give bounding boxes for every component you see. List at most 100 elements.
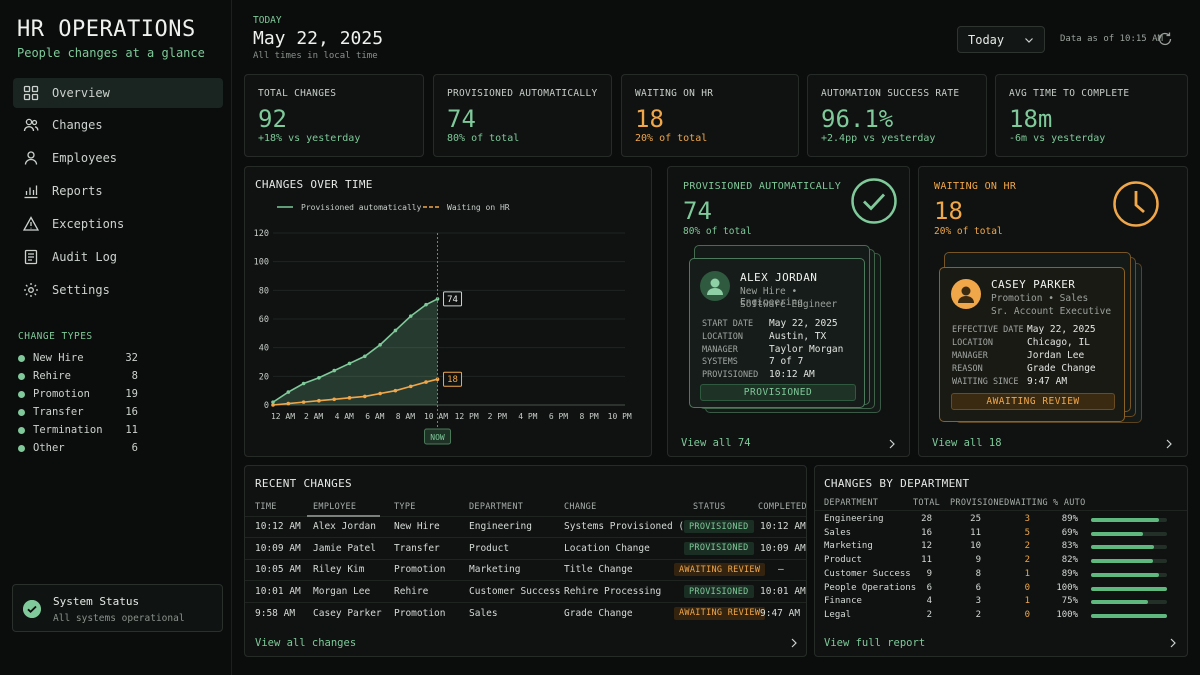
change-type-promotion[interactable]: Promotion 19 xyxy=(18,387,138,401)
kpi-sub: -6m vs yesterday xyxy=(1009,133,1106,144)
panel-label: PROVISIONED AUTOMATICALLY xyxy=(683,181,842,192)
column-header[interactable]: COMPLETED xyxy=(758,502,807,512)
dept-cell-total: 12 xyxy=(921,541,932,552)
column-header[interactable]: PROVISIONED xyxy=(950,498,1010,508)
nav-item-overview[interactable]: Overview xyxy=(13,78,223,108)
nav-item-changes[interactable]: Changes xyxy=(13,110,223,140)
cell-time: 10:09 AM xyxy=(255,542,301,554)
dept-cell-name: Sales xyxy=(824,527,852,538)
column-header[interactable]: DEPARTMENT xyxy=(824,498,879,508)
dept-cell-total: 16 xyxy=(921,527,932,538)
nav-item-settings[interactable]: Settings xyxy=(13,275,223,305)
status-badge: AWAITING REVIEW xyxy=(674,606,766,620)
column-header[interactable]: STATUS xyxy=(693,502,726,512)
status-badge: PROVISIONED xyxy=(700,384,856,401)
employee-name: ALEX JORDAN xyxy=(740,271,818,284)
dept-cell-total: 9 xyxy=(926,568,932,579)
divider xyxy=(245,516,806,517)
data-point xyxy=(347,361,352,366)
column-header[interactable]: WAITING xyxy=(1010,498,1048,508)
cell-change: Location Change xyxy=(564,542,650,554)
kpi-sub: +18% vs yesterday xyxy=(258,133,361,144)
chevron-right-icon[interactable] xyxy=(790,638,798,648)
kpi-provisioned-automatically: PROVISIONED AUTOMATICALLY 74 80% of tota… xyxy=(433,74,612,157)
sort-indicator xyxy=(307,515,380,517)
auto-bar-fill xyxy=(1091,545,1155,550)
cell-completed: 10:12 AM xyxy=(760,521,806,532)
now-badge xyxy=(424,428,452,445)
data-point xyxy=(408,384,413,389)
employee-card[interactable]: CASEY PARKER Promotion • Sales Sr. Accou… xyxy=(939,267,1125,422)
view-full-report-link[interactable]: View full report xyxy=(824,637,926,649)
data-point xyxy=(271,403,275,407)
column-header[interactable]: TOTAL xyxy=(913,498,941,508)
kpi-automation-success-rate: AUTOMATION SUCCESS RATE 96.1% +2.4pp vs … xyxy=(807,74,987,157)
dept-cell-waiting: 1 xyxy=(1024,596,1030,607)
dept-cell-provisioned: 8 xyxy=(975,568,981,579)
period-select[interactable]: Today xyxy=(957,26,1045,53)
dept-cell-waiting: 1 xyxy=(1024,568,1030,579)
field-value: 10:12 AM xyxy=(769,369,815,380)
change-type-termination[interactable]: Termination 11 xyxy=(18,423,138,437)
view-all-changes-link[interactable]: View all changes xyxy=(255,637,357,649)
system-status[interactable]: System Status All systems operational xyxy=(12,584,223,632)
kpi-sub: +2.4pp vs yesterday xyxy=(821,133,936,144)
nav-item-employees[interactable]: Employees xyxy=(13,143,223,173)
auto-bar-fill xyxy=(1091,559,1154,564)
dept-cell-waiting: 5 xyxy=(1024,527,1030,538)
system-status-title: System Status xyxy=(53,595,140,608)
y-tick-label: 120 xyxy=(254,229,269,239)
change-type-rehire[interactable]: Rehire 8 xyxy=(18,369,138,383)
field-key: MANAGER xyxy=(952,351,988,361)
nav-item-reports[interactable]: Reports xyxy=(13,176,223,206)
cell-type: New Hire xyxy=(394,521,440,532)
avatar xyxy=(700,271,730,301)
column-header[interactable]: TIME xyxy=(255,502,277,512)
x-tick-label: 2 PM xyxy=(488,412,507,421)
column-header[interactable]: TYPE xyxy=(394,502,416,512)
nav-label: Employees xyxy=(52,151,118,165)
nav-item-audit-log[interactable]: Audit Log xyxy=(13,242,223,272)
kpi-avg-time-to-complete: AVG TIME TO COMPLETE 18m -6m vs yesterda… xyxy=(995,74,1188,157)
change-type-transfer[interactable]: Transfer 16 xyxy=(18,405,138,419)
cell-completed: — xyxy=(778,564,784,576)
data-point xyxy=(286,401,291,406)
data-point xyxy=(393,328,398,333)
employee-card[interactable]: ALEX JORDAN New Hire • Engineering Softw… xyxy=(689,258,865,408)
dept-cell-waiting: 2 xyxy=(1024,555,1030,566)
row-divider xyxy=(245,580,806,582)
nav-item-exceptions[interactable]: Exceptions xyxy=(13,209,223,239)
now-label: NOW xyxy=(430,433,445,442)
kpi-sub: 20% of total xyxy=(635,133,708,144)
change-type-label: Termination xyxy=(33,424,103,436)
chevron-right-icon[interactable] xyxy=(888,439,896,449)
column-header[interactable]: % AUTO xyxy=(1053,498,1086,508)
nav-label: Settings xyxy=(52,283,110,297)
dept-cell-name: Marketing xyxy=(824,541,873,552)
change-type-other[interactable]: Other 6 xyxy=(18,441,138,455)
cell-type: Promotion xyxy=(394,564,446,576)
change-type-new-hire[interactable]: New Hire 32 xyxy=(18,351,138,365)
change-type-count: 11 xyxy=(125,424,138,436)
column-header[interactable]: EMPLOYEE xyxy=(313,502,357,512)
chevron-right-icon[interactable] xyxy=(1169,638,1177,648)
cell-time: 10:01 AM xyxy=(255,586,301,598)
legend-label: Provisioned automatically xyxy=(301,203,422,212)
row-divider xyxy=(245,537,806,538)
panel-label: WAITING ON HR xyxy=(934,181,1017,192)
column-header[interactable]: CHANGE xyxy=(564,502,597,512)
x-tick-label: 10 PM xyxy=(608,412,632,421)
period-select-value: Today xyxy=(968,32,1005,47)
y-tick-label: 40 xyxy=(259,344,269,354)
today-label: TODAY xyxy=(253,15,282,26)
field-key: SYSTEMS xyxy=(702,357,738,367)
refresh-icon[interactable] xyxy=(1157,31,1173,47)
chevron-right-icon[interactable] xyxy=(1165,439,1173,449)
data-point xyxy=(301,400,306,404)
view-all-provisioned-link[interactable]: View all 74 xyxy=(681,437,751,449)
x-tick-label: 10 AM xyxy=(424,412,448,421)
view-all-waiting-link[interactable]: View all 18 xyxy=(932,437,1002,449)
column-header[interactable]: DEPARTMENT xyxy=(469,502,524,512)
data-point xyxy=(286,390,291,394)
cell-department: Product xyxy=(469,542,510,554)
